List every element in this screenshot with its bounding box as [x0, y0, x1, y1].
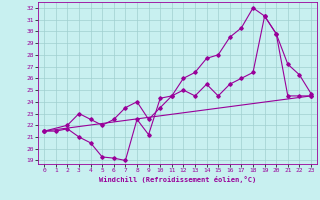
X-axis label: Windchill (Refroidissement éolien,°C): Windchill (Refroidissement éolien,°C) — [99, 176, 256, 183]
